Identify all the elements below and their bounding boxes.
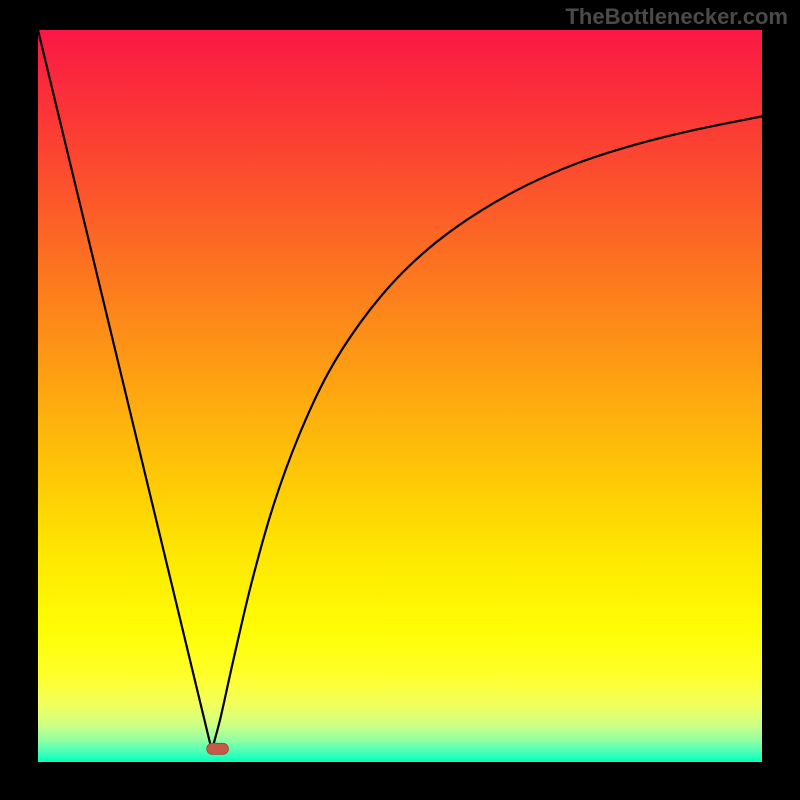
watermark-text: TheBottlenecker.com	[565, 4, 788, 30]
valley-marker	[207, 743, 229, 754]
plot-area	[38, 30, 762, 762]
chart-container: TheBottlenecker.com	[0, 0, 800, 800]
plot-svg	[38, 30, 762, 762]
